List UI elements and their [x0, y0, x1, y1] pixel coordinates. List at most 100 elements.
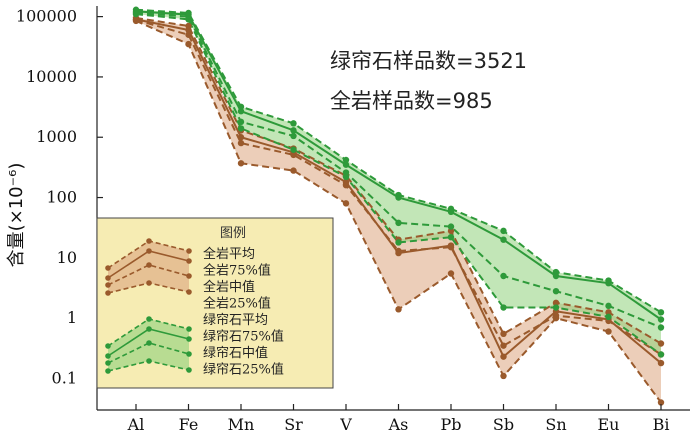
- x-tick-label: Pb: [440, 415, 461, 434]
- whole_rock-p25-point: [605, 328, 612, 335]
- whole_rock-legend-median-point: [146, 262, 152, 268]
- whole_rock-mean-point: [185, 26, 192, 34]
- whole_rock-p75-point: [500, 330, 507, 338]
- whole_rock-legend-median-line: [107, 264, 190, 286]
- epidote-median-point: [395, 219, 402, 227]
- whole_rock-median-point: [447, 244, 455, 251]
- epidote-mean-point: [290, 127, 297, 134]
- whole_rock-p25-point: [500, 372, 507, 380]
- whole_rock-legend-median-point: [105, 282, 111, 288]
- x-tick-label: Sr: [284, 415, 303, 434]
- epidote-p25-point: [342, 173, 350, 181]
- x-tick-label: Sb: [493, 415, 514, 434]
- epidote-p25-point: [605, 313, 612, 321]
- x-tick-label: Bi: [653, 415, 670, 434]
- y-tick-label: 1: [67, 308, 77, 327]
- epidote-mean-point: [500, 236, 507, 243]
- whole_rock-p75-point: [657, 340, 665, 347]
- epidote-median-point: [500, 272, 507, 280]
- whole_rock-p25-point: [552, 314, 560, 322]
- epidote-legend-median-line: [107, 342, 190, 364]
- epidote-legend-p25-point: [146, 358, 152, 364]
- epidote-mean-point: [342, 161, 350, 168]
- epidote-median-point: [290, 132, 297, 140]
- whole_rock-p25-point: [185, 40, 192, 48]
- legend-item-label: 绿帘石平均: [203, 312, 268, 328]
- whole_rock-p25-point: [395, 306, 402, 313]
- whole_rock-legend-mean-point: [146, 248, 152, 254]
- whole_rock-p25-point: [447, 270, 455, 277]
- whole_rock-legend-p75-point: [146, 238, 152, 244]
- y-axis-label: 含量(×10⁻⁶): [6, 163, 27, 268]
- series-points: [132, 6, 665, 406]
- epidote-sample-count: 绿帘石样品数=3521: [330, 49, 527, 73]
- epidote-median-point: [605, 302, 612, 310]
- y-tick-label: 100: [46, 188, 77, 207]
- epidote-mean-point: [237, 108, 245, 115]
- range-bands: [136, 9, 661, 403]
- whole_rock-p25-point: [290, 167, 297, 174]
- epidote-median-point: [657, 324, 665, 331]
- whole_rock-median-line: [135, 19, 662, 356]
- legend: 图例 全岩平均全岩75%值全岩中值全岩25%值绿帘石平均绿帘石75%值绿帘石中值…: [96, 217, 334, 389]
- y-tick-label: 1000: [36, 127, 77, 146]
- whole_rock-legend-mean-point: [186, 258, 192, 264]
- epidote-legend-mean-point: [186, 336, 192, 342]
- epidote-legend-p75-point: [186, 326, 192, 332]
- epidote-median-point: [447, 223, 455, 230]
- whole_rock-median-point: [342, 182, 350, 189]
- whole_rock-legend-p75-point: [186, 248, 192, 254]
- legend-item-label: 全岩中值: [203, 279, 255, 295]
- epidote-p25-point: [237, 125, 245, 132]
- legend-item-label: 绿帘石75%值: [203, 329, 284, 345]
- whole_rock-legend-mean-point: [105, 275, 111, 281]
- epidote-p25-point: [500, 304, 507, 311]
- epidote-legend-p75-point: [105, 343, 111, 349]
- legend-title: 图例: [220, 226, 246, 241]
- whole_rock-legend-p25-point: [146, 280, 152, 286]
- y-tick-label: 0.1: [52, 368, 77, 387]
- epidote-legend-mean-point: [105, 353, 111, 359]
- legend-item-label: 全岩平均: [203, 246, 255, 262]
- legend-item-label: 全岩25%值: [203, 296, 271, 312]
- epidote-legend-median-point: [186, 351, 192, 357]
- epidote-p25-point: [447, 234, 455, 241]
- whole_rock-median-point: [237, 139, 245, 147]
- y-tick-label: 10: [57, 248, 77, 267]
- legend-item-label: 全岩75%值: [203, 263, 271, 279]
- x-axis-ticks: Al Fe Mn Sr V As Pb Sb Sn Eu Bi: [127, 404, 670, 434]
- whole_rock-mean-point: [657, 359, 665, 367]
- legend-item-label: 绿帘石中值: [203, 345, 268, 361]
- epidote-mean-point: [657, 316, 665, 323]
- epidote-median-point: [342, 169, 350, 176]
- epidote-p75-point: [237, 103, 245, 110]
- epidote-p25-point: [132, 10, 140, 18]
- whole_rock-mean-point: [237, 134, 245, 141]
- epidote-legend-median-point: [146, 340, 152, 346]
- epidote-p25-point: [552, 304, 560, 311]
- whole_rock-p75-point: [605, 309, 612, 316]
- legend-labels: 全岩平均全岩75%值全岩中值全岩25%值绿帘石平均绿帘石75%值绿帘石中值绿帘石…: [203, 246, 284, 378]
- epidote-median-point: [552, 287, 560, 295]
- whole_rock-legend-median-point: [186, 273, 192, 279]
- whole_rock-p25-point: [237, 160, 245, 167]
- epidote-median-point: [237, 118, 245, 126]
- epidote-legend-p75-point: [146, 316, 152, 322]
- whole_rock-p25-point: [342, 200, 350, 207]
- epidote-legend-p25-point: [186, 367, 192, 373]
- epidote-mean-point: [447, 208, 455, 216]
- whole_rock-legend-p75-point: [105, 265, 111, 271]
- whole_rock-p25-point: [657, 399, 665, 406]
- legend-glyphs: [105, 238, 192, 374]
- epidote-legend-mean-point: [146, 326, 152, 332]
- x-tick-label: V: [339, 415, 352, 434]
- y-tick-label: 100000: [16, 7, 77, 26]
- epidote-p25-point: [395, 239, 402, 246]
- epidote-legend-median-point: [105, 360, 111, 366]
- epidote-legend-p25-point: [105, 368, 111, 374]
- epidote-p25-point: [290, 146, 297, 153]
- epidote-p75-point: [500, 227, 507, 235]
- y-tick-label: 10000: [26, 67, 77, 86]
- epidote-p25-line: [135, 13, 662, 356]
